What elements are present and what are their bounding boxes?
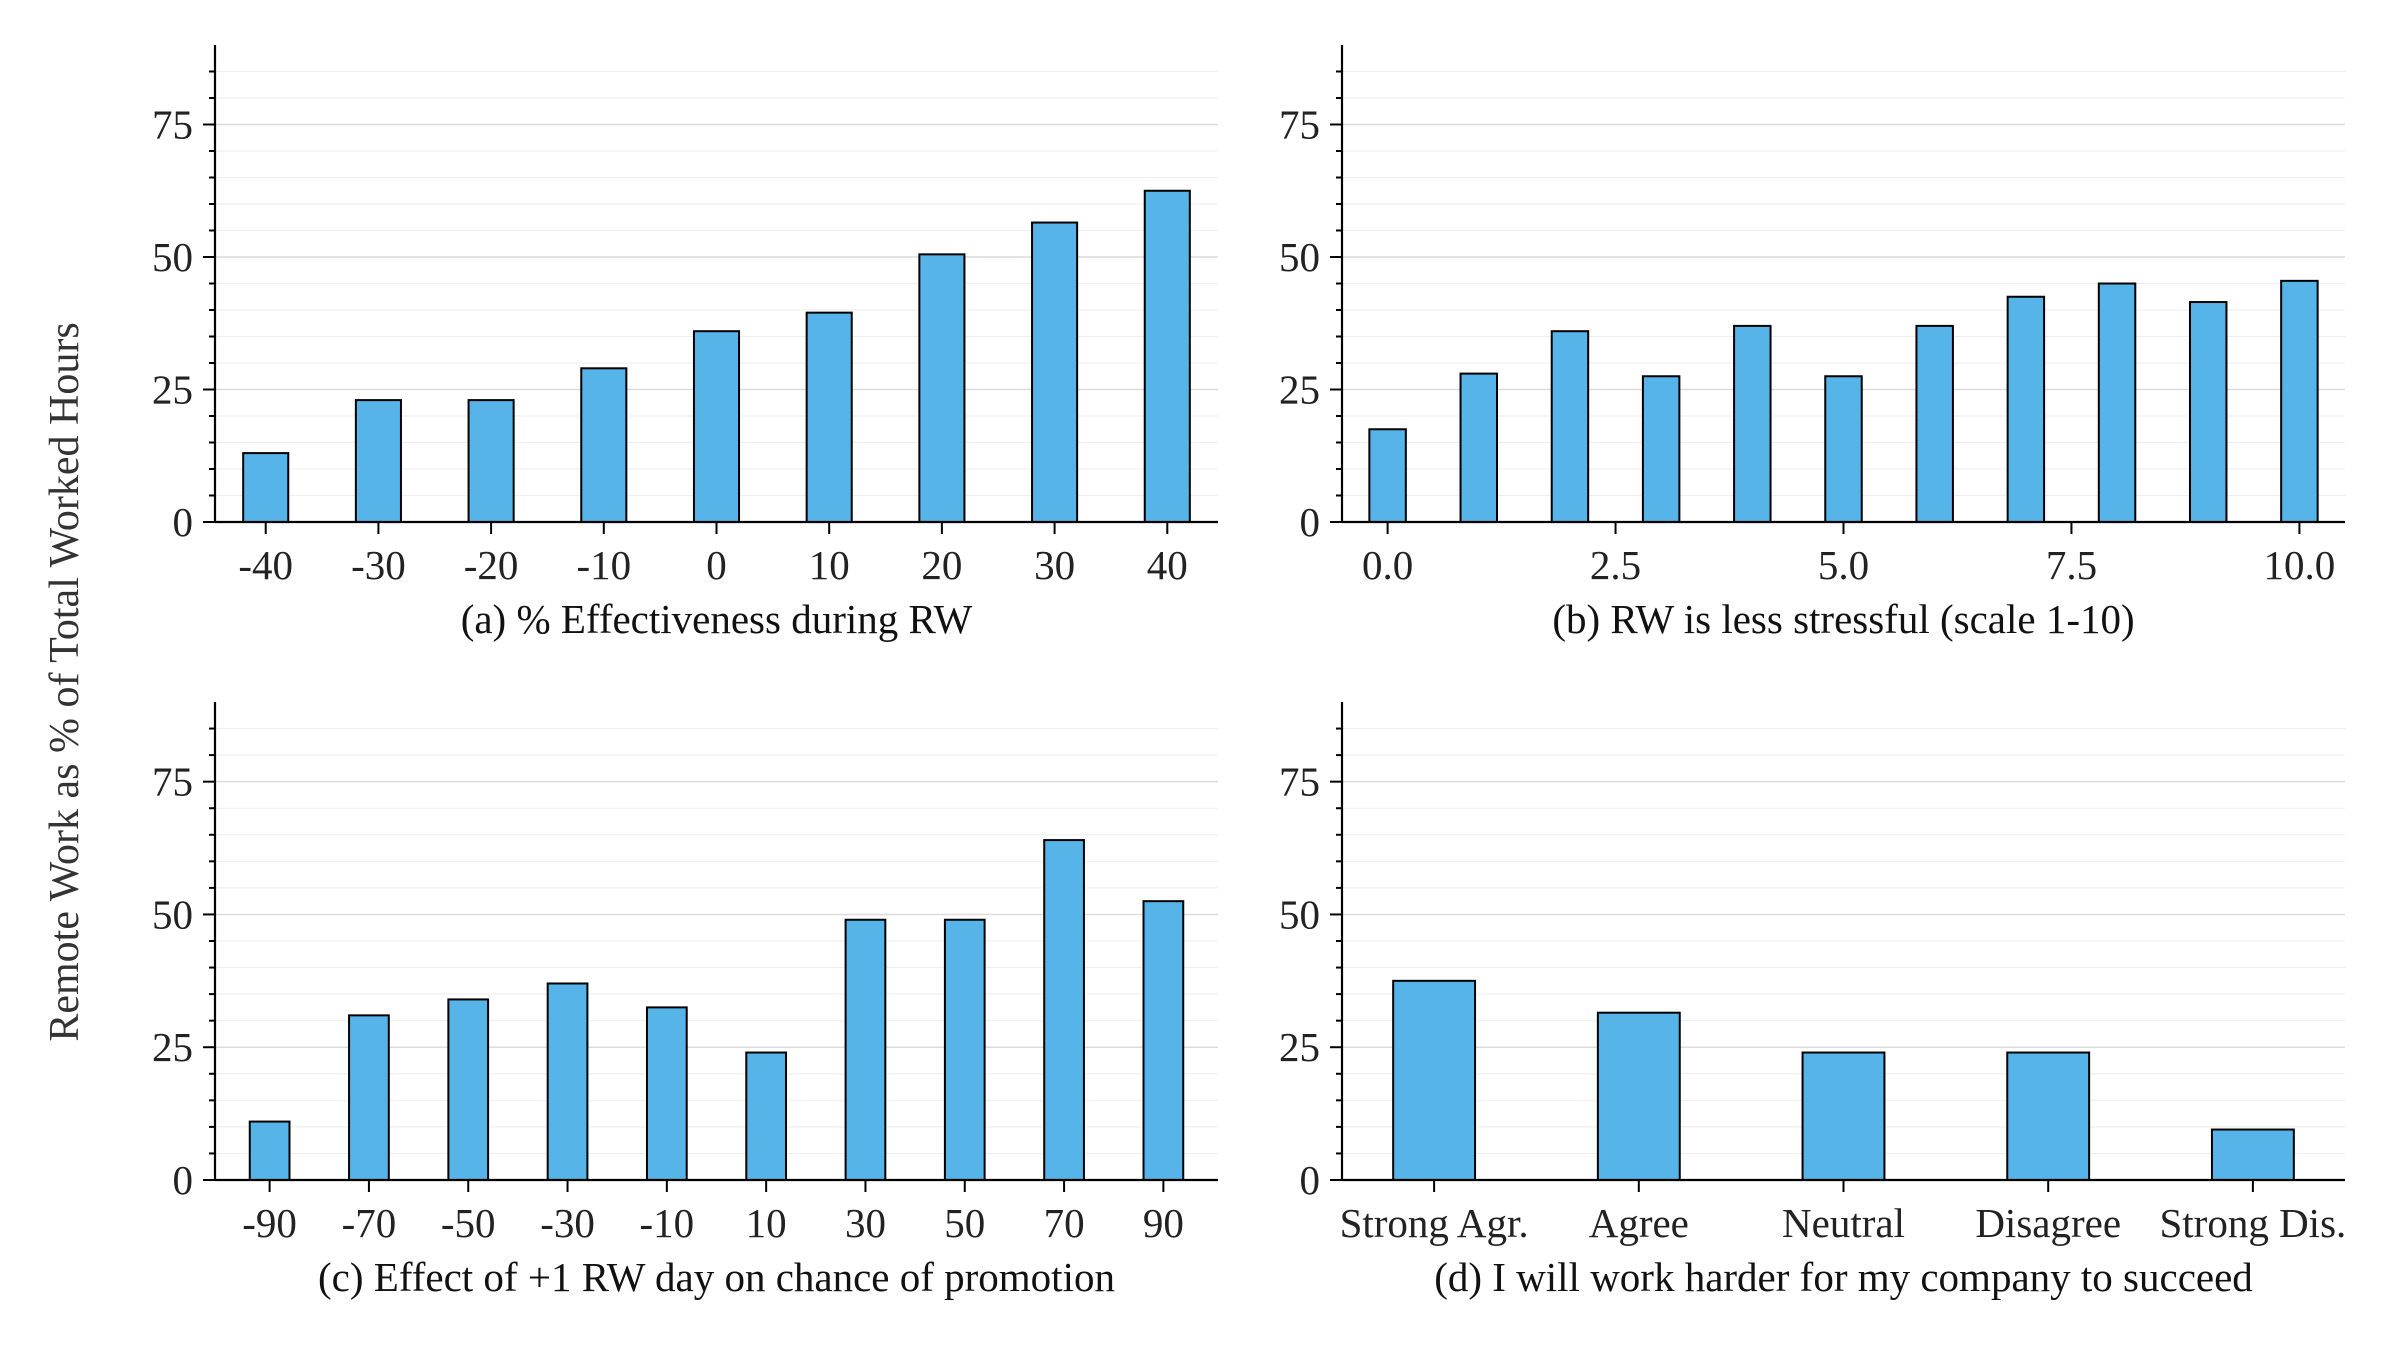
- bar-b-4: [1733, 324, 1772, 523]
- y-tick-label: 25: [1279, 1024, 1320, 1070]
- x-tick-label: 0.0: [1362, 542, 1413, 588]
- x-tick-label: Neutral: [1782, 1200, 1905, 1246]
- x-axis-title-c: (c) Effect of +1 RW day on chance of pro…: [318, 1254, 1115, 1300]
- x-tick-label: -90: [242, 1200, 297, 1246]
- x-tick-label: 30: [1034, 542, 1075, 588]
- bar-c-1: [348, 1014, 390, 1181]
- bar-d-0: [1392, 979, 1477, 1181]
- y-tick-label: 0: [1300, 499, 1321, 545]
- panel-a: 0 25 50 75 -40 -30 -20 -10 0 10 20 30 40 (a) % Effect…: [152, 45, 1218, 642]
- x-tick-label: Disagree: [1975, 1200, 2121, 1246]
- bar-b-2: [1550, 330, 1590, 524]
- y-tick-label: 75: [152, 102, 193, 148]
- x-tick-label: -30: [540, 1200, 595, 1246]
- x-tick-label: 20: [921, 542, 962, 588]
- bar-c-6: [844, 918, 887, 1181]
- bar-c-7: [943, 918, 986, 1181]
- x-tick-label: 70: [1044, 1200, 1085, 1246]
- x-tick-label: -20: [464, 542, 519, 588]
- y-tick-label: 50: [1279, 234, 1320, 280]
- x-tick-label: -40: [238, 542, 293, 588]
- x-tick-label: Strong Dis.: [2159, 1200, 2346, 1246]
- y-axis-title: Remote Work as % of Total Worked Hours: [42, 322, 88, 1041]
- bar-c-8: [1043, 839, 1085, 1181]
- x-tick-label: 10: [809, 542, 850, 588]
- x-tick-label: -10: [576, 542, 631, 588]
- y-tick-label: 50: [152, 234, 193, 280]
- bar-b-7: [2006, 295, 2046, 523]
- x-tick-label: 90: [1143, 1200, 1184, 1246]
- y-tick-label: 0: [1300, 1157, 1321, 1203]
- x-axis-title-d: (d) I will work harder for my company to…: [1434, 1254, 2253, 1300]
- bar-d-2: [1801, 1051, 1886, 1181]
- x-tick-label: 5.0: [1818, 542, 1869, 588]
- y-tick-label: 25: [152, 367, 193, 413]
- bar-b-10: [2280, 279, 2319, 523]
- bar-c-3: [546, 982, 589, 1181]
- x-tick-label: -70: [342, 1200, 397, 1246]
- x-tick-label: 10.0: [2264, 542, 2336, 588]
- bar-a-7: [1031, 221, 1079, 524]
- panel-b: 0 25 50 75 0.0 2.5 5.0 7.5 10.0 (b) RW is less st…: [1279, 45, 2345, 642]
- bar-c-5: [745, 1051, 788, 1181]
- y-tick-label: 50: [152, 891, 193, 937]
- bar-a-8: [1143, 189, 1191, 523]
- x-tick-label: -50: [441, 1200, 496, 1246]
- bar-a-5: [805, 311, 853, 523]
- bar-a-3: [580, 367, 628, 523]
- y-tick-label: 75: [152, 759, 193, 805]
- x-tick-label: Strong Agr.: [1340, 1200, 1529, 1246]
- y-tick-label: 25: [1279, 367, 1320, 413]
- x-axis-title-a: (a) % Effectiveness during RW: [461, 596, 973, 642]
- y-tick-label: 0: [173, 1157, 194, 1203]
- y-tick-label: 75: [1279, 759, 1320, 805]
- x-tick-label: 40: [1147, 542, 1188, 588]
- x-tick-label: -30: [351, 542, 406, 588]
- bar-c-9: [1142, 900, 1185, 1182]
- panel-c: 0 25 50 75 -90 -70 -50 -30 -10 10 30 50 70 90 (c) Effe…: [152, 702, 1218, 1300]
- bar-a-6: [918, 253, 966, 523]
- bar-d-4: [2210, 1128, 2295, 1181]
- bar-d-1: [1596, 1011, 1681, 1182]
- bar-a-1: [354, 399, 402, 524]
- bar-d-3: [2006, 1051, 2091, 1181]
- y-tick-label: 0: [173, 499, 194, 545]
- bar-a-2: [467, 399, 515, 524]
- x-axis-title-b: (b) RW is less stressful (scale 1-10): [1552, 596, 2134, 642]
- bar-b-8: [2097, 282, 2137, 523]
- bar-b-0: [1368, 428, 1407, 523]
- bar-c-2: [447, 998, 490, 1182]
- bar-b-3: [1641, 375, 1681, 523]
- x-tick-label: 7.5: [2046, 542, 2097, 588]
- bar-b-9: [2188, 301, 2228, 523]
- bar-a-4: [692, 330, 741, 524]
- bar-c-0: [248, 1120, 291, 1181]
- panel-d: 0 25 50 75 Strong Agr. Agree Neutral Disagree St…: [1279, 702, 2346, 1300]
- x-tick-label: -10: [640, 1200, 695, 1246]
- y-tick-label: 75: [1279, 102, 1320, 148]
- y-tick-label: 25: [152, 1024, 193, 1070]
- x-tick-label: 0: [706, 542, 727, 588]
- bar-b-5: [1824, 375, 1863, 523]
- x-tick-label: 10: [746, 1200, 787, 1246]
- x-tick-label: 30: [845, 1200, 886, 1246]
- x-tick-label: Agree: [1589, 1200, 1689, 1246]
- bar-b-1: [1459, 372, 1499, 523]
- y-tick-label: 50: [1279, 891, 1320, 937]
- bar-b-6: [1915, 324, 1954, 523]
- bar-a-0: [242, 452, 290, 524]
- x-tick-label: 2.5: [1590, 542, 1641, 588]
- x-tick-label: 50: [944, 1200, 985, 1246]
- bar-c-4: [645, 1006, 688, 1182]
